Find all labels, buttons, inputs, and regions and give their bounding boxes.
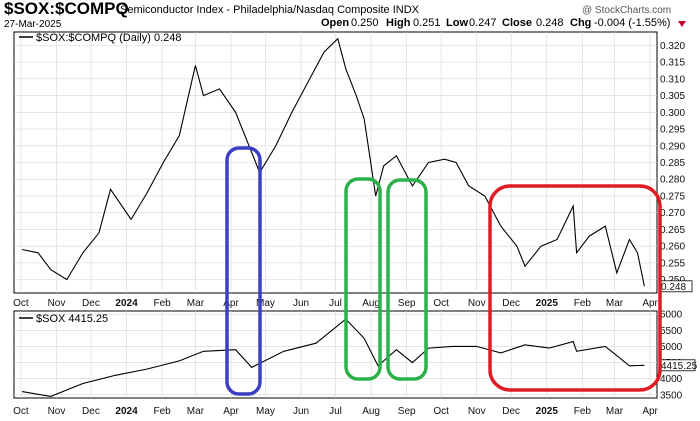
- quote-bar: Open 0.250 High 0.251 Low 0.247 Close 0.…: [321, 17, 686, 29]
- main-last-value: 0.248: [661, 282, 686, 293]
- x-tick-label: Jun: [293, 406, 309, 417]
- y-tick-label: 5500: [660, 326, 683, 337]
- symbol-title: $SOX:$COMPQ: [4, 0, 129, 18]
- main-x-ticks: Oct Nov Dec 2024 Feb Mar Apr May Jun Jul Aug Sep Oct…: [13, 298, 658, 309]
- chart-date: 27-Mar-2025: [4, 19, 62, 30]
- x-tick-label: Jun: [293, 298, 309, 309]
- high-value: 0.251: [413, 17, 441, 29]
- x-tick-label: Nov: [48, 298, 66, 309]
- green-highlight-box-sep: [386, 178, 428, 381]
- y-tick-label: 0.310: [660, 74, 685, 85]
- y-tick-label: 4000: [660, 374, 683, 385]
- x-tick-label: Apr: [223, 406, 239, 417]
- x-tick-label: May: [256, 406, 275, 417]
- y-tick-label: 0.320: [660, 41, 685, 52]
- x-tick-label: 2024: [115, 406, 138, 417]
- x-tick-label: Oct: [13, 298, 29, 309]
- lower-grid: [14, 311, 657, 398]
- x-tick-label: Sep: [398, 406, 416, 417]
- x-tick-label: Aug: [362, 406, 380, 417]
- x-tick-label: 2025: [536, 406, 559, 417]
- main-legend: $SOX:$COMPQ (Daily) 0.248: [36, 32, 182, 44]
- lower-y-ticks: 600055005000450040003500: [660, 310, 683, 402]
- y-tick-label: 6000: [660, 310, 683, 321]
- x-tick-label: Feb: [154, 298, 172, 309]
- y-tick-label: 5000: [660, 342, 683, 353]
- y-tick-label: 0.255: [660, 258, 685, 269]
- x-tick-label: 2025: [536, 298, 559, 309]
- x-tick-label: Feb: [574, 298, 592, 309]
- y-tick-label: 0.305: [660, 91, 685, 102]
- x-tick-label: Mar: [187, 406, 205, 417]
- chg-value: -0.004 (-1.55%): [594, 17, 670, 29]
- main-grid: [14, 32, 657, 293]
- x-tick-label: May: [256, 298, 275, 309]
- x-tick-label: Feb: [154, 406, 172, 417]
- down-triangle-icon: [678, 21, 686, 27]
- y-tick-label: 0.315: [660, 58, 685, 69]
- y-tick-label: 0.295: [660, 125, 685, 136]
- y-tick-label: 3500: [660, 390, 683, 401]
- x-tick-label: Aug: [362, 298, 380, 309]
- lower-legend: $SOX 4415.25: [36, 313, 108, 325]
- x-tick-label: Dec: [502, 298, 520, 309]
- y-tick-label: 0.285: [660, 158, 685, 169]
- x-tick-label: Mar: [187, 298, 205, 309]
- symbol-description: Semiconductor Index - Philadelphia/Nasda…: [120, 4, 420, 16]
- x-tick-label: Dec: [82, 298, 100, 309]
- y-tick-label: 0.300: [660, 108, 685, 119]
- x-tick-label: Apr: [223, 298, 239, 309]
- open-value: 0.250: [351, 17, 379, 29]
- x-tick-label: Oct: [433, 406, 449, 417]
- low-label: Low: [446, 17, 468, 29]
- x-tick-label: Oct: [433, 298, 449, 309]
- y-tick-label: 0.265: [660, 225, 685, 236]
- x-tick-label: Feb: [574, 406, 592, 417]
- x-tick-label: Mar: [606, 406, 624, 417]
- sox-series-line: [21, 318, 645, 397]
- brand-watermark: @ StockCharts.com: [582, 5, 671, 16]
- green-highlight-box-aug: [344, 177, 382, 381]
- y-tick-label: 0.260: [660, 242, 685, 253]
- close-label: Close: [502, 17, 532, 29]
- ratio-series-line: [21, 37, 645, 287]
- x-tick-label: Nov: [468, 298, 486, 309]
- y-tick-label: 0.290: [660, 141, 685, 152]
- x-tick-label: Nov: [468, 406, 486, 417]
- x-tick-label: Apr: [642, 298, 658, 309]
- main-last-value-tag: 0.248: [658, 280, 693, 293]
- red-highlight-box: [488, 184, 662, 392]
- chg-label: Chg: [570, 17, 591, 29]
- low-value: 0.247: [469, 17, 497, 29]
- x-tick-label: Sep: [398, 298, 416, 309]
- x-tick-label: Dec: [82, 406, 100, 417]
- high-label: High: [386, 17, 411, 29]
- x-tick-label: Mar: [606, 298, 624, 309]
- blue-highlight-box: [225, 146, 262, 396]
- lower-last-value-tag: 4415.25: [658, 359, 698, 372]
- y-tick-label: 0.275: [660, 191, 685, 202]
- main-y-ticks: 0.320 0.315 0.310 0.305 0.300 0.295 0.290 0.285…: [660, 41, 685, 286]
- y-tick-label: 0.280: [660, 175, 685, 186]
- x-tick-label: Oct: [13, 406, 29, 417]
- open-label: Open: [321, 17, 349, 29]
- x-tick-label: Jul: [329, 406, 342, 417]
- x-tick-label: 2024: [115, 298, 138, 309]
- lower-last-value: 4415.25: [661, 361, 698, 372]
- y-tick-label: 0.270: [660, 208, 685, 219]
- x-tick-label: Nov: [48, 406, 66, 417]
- lower-x-ticks: Oct Nov Dec 2024 Feb Mar Apr May Jun Jul Aug Sep Oct…: [13, 406, 658, 417]
- x-tick-label: Apr: [642, 406, 658, 417]
- close-value: 0.248: [536, 17, 564, 29]
- x-tick-label: Dec: [502, 406, 520, 417]
- x-tick-label: Jul: [329, 298, 342, 309]
